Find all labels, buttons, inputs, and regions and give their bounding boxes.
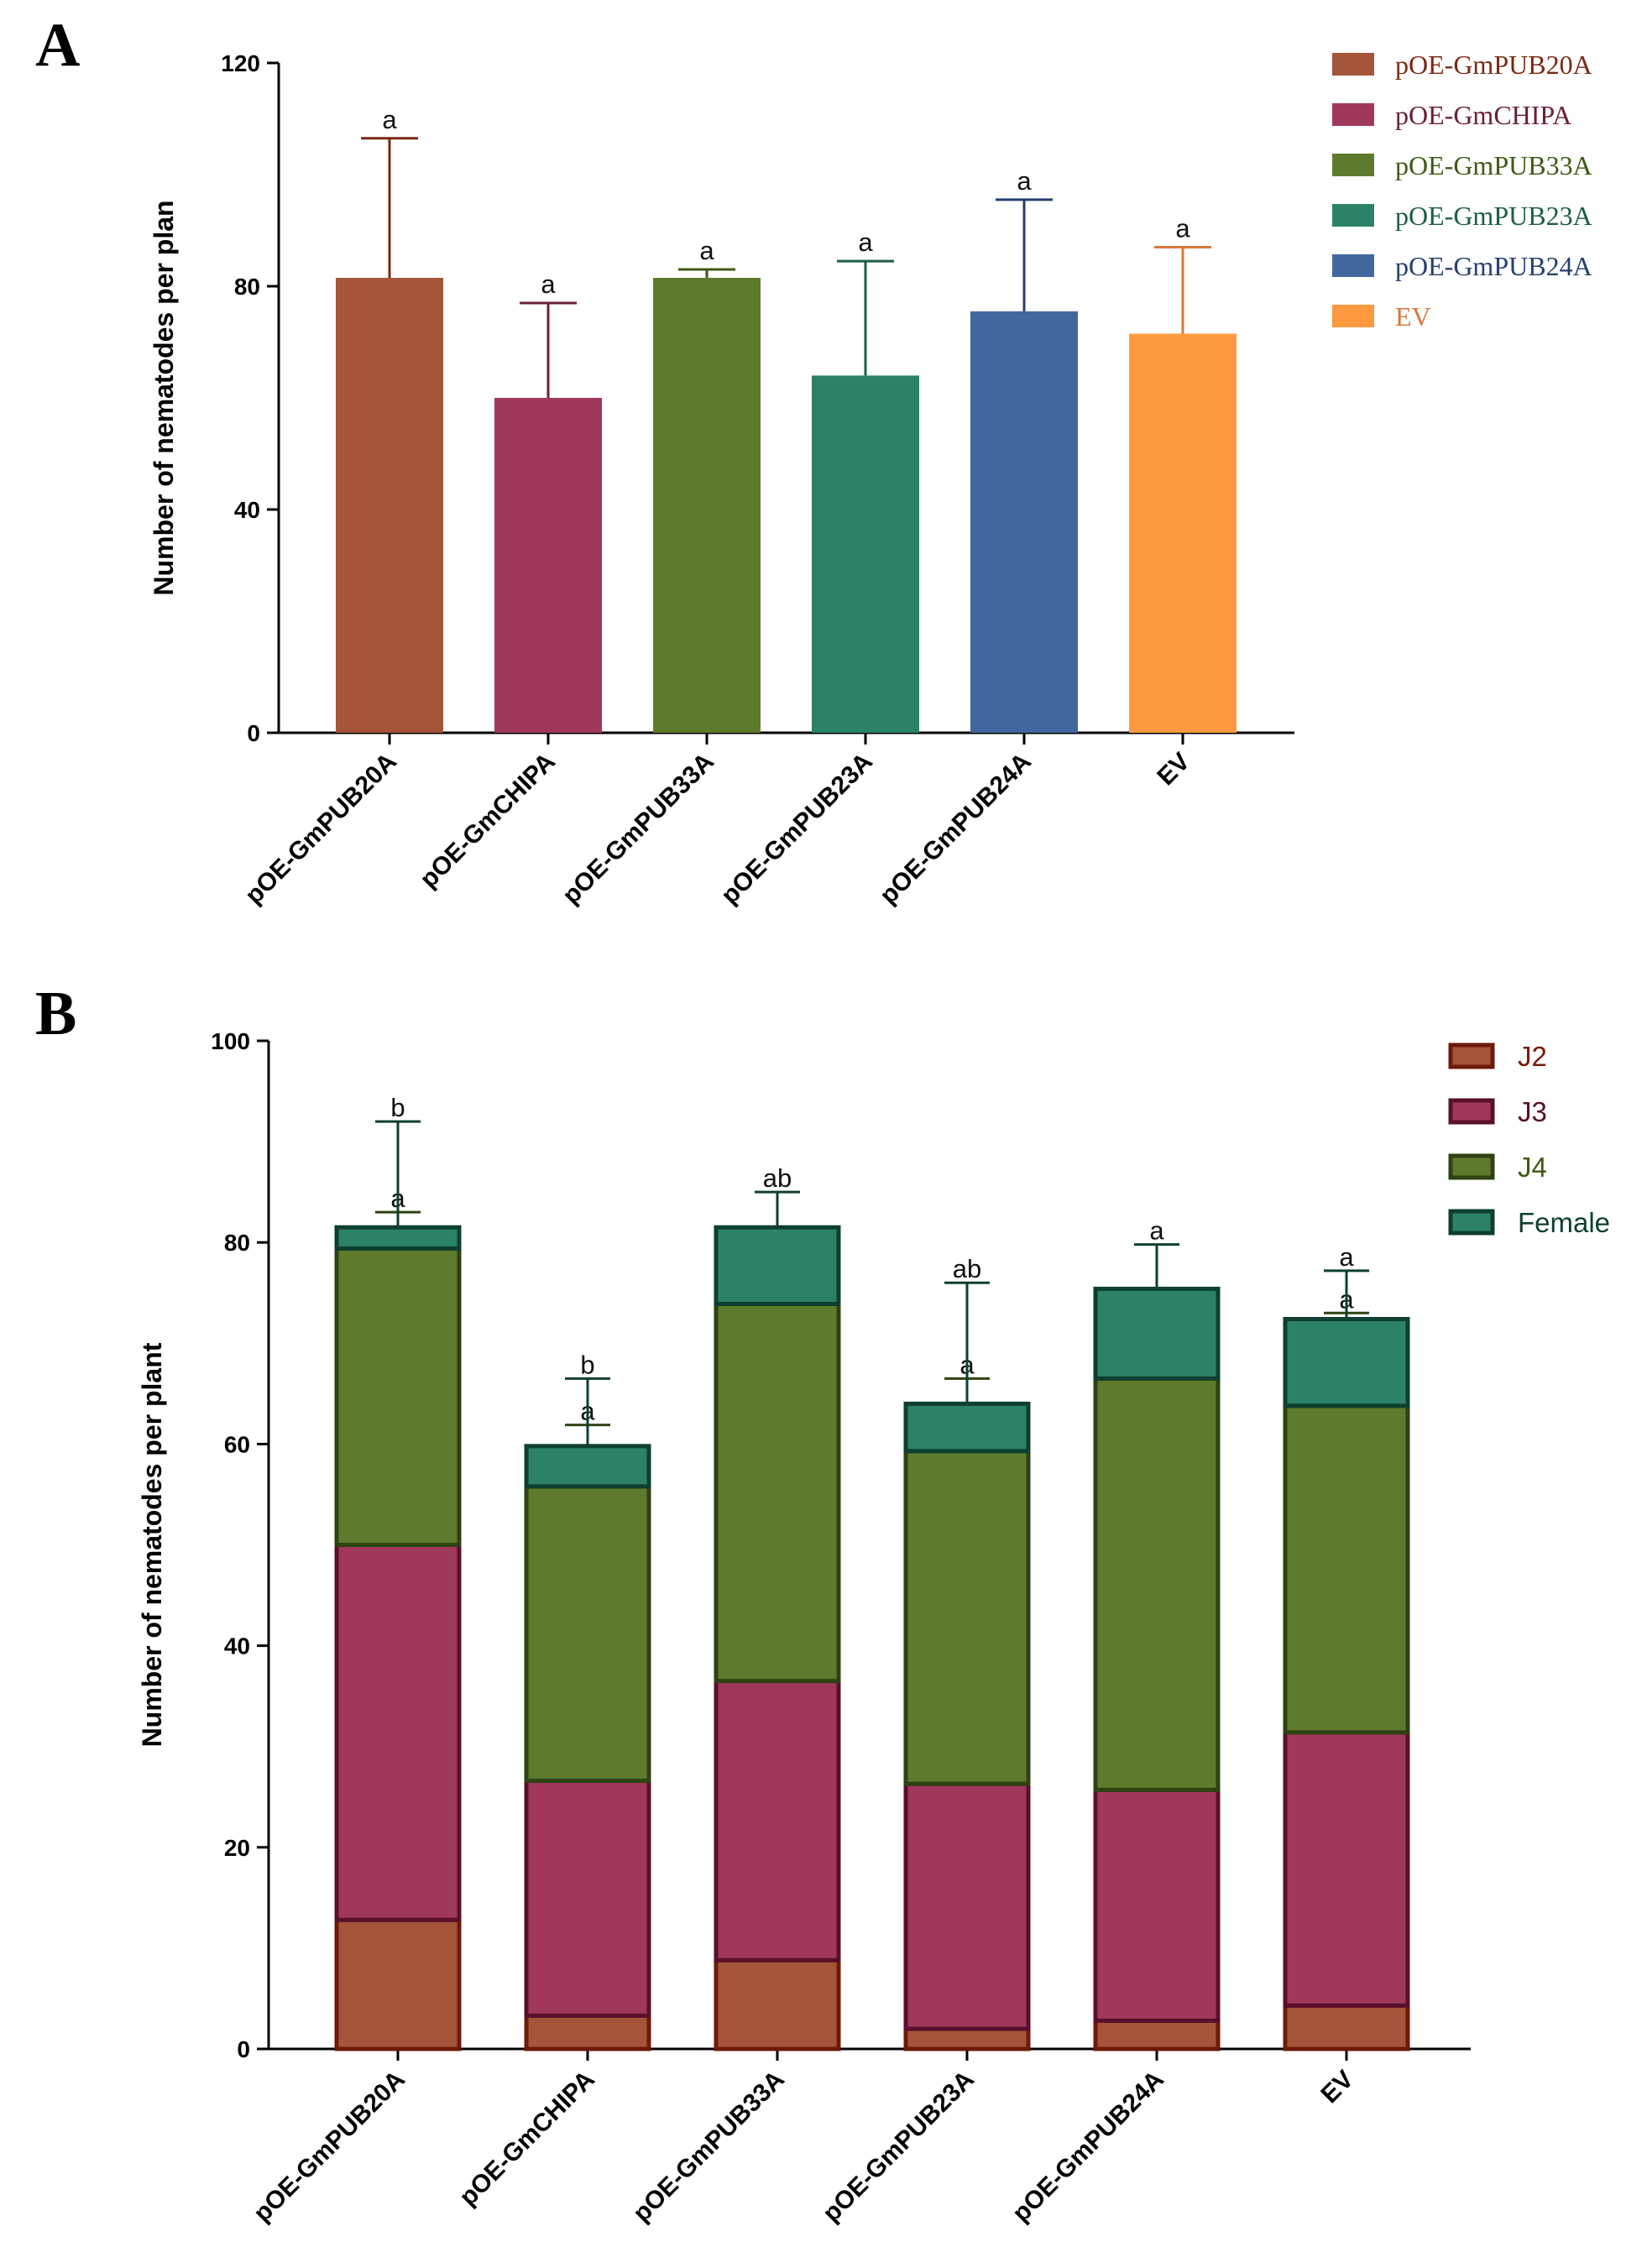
- bar-segment-j3: [334, 1543, 462, 1922]
- significance-label: a: [699, 236, 714, 265]
- bar-segment-j3: [524, 1779, 651, 2018]
- panel-a-letter: A: [35, 11, 80, 80]
- bar-segment-j4: [903, 1449, 1031, 1786]
- category-label: EV: [1152, 748, 1195, 792]
- legend-swatch: [1332, 154, 1374, 176]
- y-tick-label: 80: [234, 274, 260, 300]
- category-label: EV: [1315, 2066, 1359, 2109]
- legend-label: pOE-GmPUB23A: [1395, 201, 1592, 231]
- category-label: pOE-GmPUB33A: [557, 748, 719, 910]
- panel-b-category-labels: pOE-GmPUB20A pOE-GmCHIPA pOE-GmPUB33A pOE-G…: [248, 2066, 1359, 2228]
- bar-segment-j4: [714, 1301, 841, 1684]
- bar-segment-j3: [1093, 1787, 1221, 2023]
- bar-poe-gmpub20a: [336, 278, 443, 733]
- significance-label: ab: [763, 1163, 792, 1193]
- legend-label: pOE-GmPUB33A: [1395, 150, 1592, 180]
- bar-segment-j3: [1283, 1730, 1410, 2008]
- significance-label: a: [1339, 1242, 1354, 1272]
- significance-label: a: [1149, 1216, 1164, 1246]
- y-tick-label: 80: [224, 1230, 250, 1256]
- bar-segment-j3: [903, 1781, 1031, 2031]
- bar-poe-gmpub33a: [653, 278, 761, 733]
- bar-poe-gmpub24a: [970, 311, 1078, 733]
- significance-label: a: [541, 269, 556, 299]
- bar-segment-female: [714, 1225, 841, 1306]
- category-label: pOE-GmPUB23A: [716, 748, 878, 910]
- bar-segment-j4: [1283, 1403, 1410, 1735]
- significance-label: b: [580, 1350, 594, 1379]
- category-label: pOE-GmCHIPA: [454, 2066, 600, 2212]
- significance-label: ab: [953, 1254, 981, 1283]
- bar-segment-female: [1093, 1286, 1221, 1381]
- y-tick-label: 20: [224, 1835, 250, 1861]
- bar-segment-j2: [714, 1957, 841, 2051]
- y-tick-label: 40: [234, 497, 260, 523]
- panel-a: A Number of nematodes per plan 04080120 …: [35, 11, 1592, 910]
- category-label: pOE-GmPUB33A: [628, 2066, 790, 2228]
- bar-segment-j2: [524, 2013, 651, 2051]
- significance-label: b: [390, 1093, 405, 1122]
- legend-swatch: [1332, 53, 1374, 76]
- panel-a-bars: a a a a a a: [336, 105, 1237, 733]
- legend-swatch: [1332, 254, 1374, 277]
- legend-swatch: [1448, 1153, 1495, 1180]
- bar-poe-gmchipa: [494, 398, 602, 733]
- legend-swatch: [1448, 1043, 1495, 1069]
- bar-ev: [1129, 333, 1237, 733]
- panel-a-category-labels: pOE-GmPUB20A pOE-GmCHIPApOE-GmPUB33ApOE-G…: [240, 748, 1195, 910]
- y-tick-label: 0: [237, 2036, 250, 2062]
- legend-label: J3: [1518, 1096, 1547, 1127]
- panel-b: B Number of nematodes per plant 0 20 40 60 8…: [35, 980, 1610, 2228]
- bar-segment-female: [524, 1444, 651, 1489]
- bar-segment-j4: [334, 1246, 462, 1547]
- legend-label: J4: [1518, 1152, 1547, 1183]
- y-tick-label: 100: [211, 1028, 250, 1054]
- bar-segment-j3: [714, 1679, 841, 1962]
- legend-swatch: [1332, 305, 1374, 327]
- legend-swatch: [1332, 103, 1374, 126]
- panel-a-legend: pOE-GmPUB20A pOE-GmCHIPA pOE-GmPUB33A pOE-G…: [1332, 50, 1592, 332]
- legend-label: pOE-GmPUB20A: [1395, 50, 1592, 80]
- significance-label: a: [1175, 213, 1190, 243]
- y-tick-label: 40: [224, 1633, 250, 1659]
- category-label: pOE-GmPUB20A: [240, 748, 402, 910]
- bar-segment-j4: [1093, 1376, 1221, 1792]
- panel-b-bars: aaabbbabbbaabbbaabbbaababaa: [334, 1093, 1410, 2051]
- legend-swatch: [1448, 1209, 1495, 1236]
- bar-segment-j4: [524, 1484, 651, 1784]
- bar-segment-female: [1283, 1316, 1410, 1408]
- panel-b-legend: J2 J3 J4 Female: [1448, 1041, 1610, 1238]
- bar-segment-female: [903, 1401, 1031, 1454]
- significance-label: a: [858, 227, 873, 257]
- panel-a-axes: 0 40 80 120: [221, 50, 1294, 746]
- legend-label: EV: [1395, 301, 1431, 332]
- category-label: pOE-GmPUB23A: [818, 2066, 980, 2228]
- panel-b-axes: 0 20 40 60 80 100: [211, 1028, 1471, 2062]
- category-label: pOE-GmPUB20A: [248, 2066, 410, 2228]
- bar-poe-gmpub23a: [812, 375, 919, 733]
- category-label: pOE-GmPUB24A: [875, 748, 1037, 910]
- significance-label: a: [382, 105, 397, 134]
- bar-segment-j2: [1283, 2003, 1410, 2051]
- legend-swatch: [1448, 1098, 1495, 1125]
- panel-a-y-axis-title: Number of nematodes per plan: [149, 200, 179, 595]
- panel-b-y-axis-title: Number of nematodes per plant: [137, 1342, 167, 1747]
- legend-label: Female: [1518, 1207, 1610, 1238]
- category-label: pOE-GmCHIPA: [415, 748, 561, 894]
- category-label: pOE-GmPUB24A: [1007, 2066, 1169, 2228]
- significance-label: a: [1017, 166, 1032, 196]
- y-tick-label: 0: [247, 720, 260, 746]
- legend-label: pOE-GmPUB24A: [1395, 251, 1592, 281]
- y-tick-label: 60: [224, 1431, 250, 1457]
- legend-label: pOE-GmCHIPA: [1395, 100, 1571, 130]
- bar-segment-j2: [334, 1917, 462, 2051]
- legend-label: J2: [1518, 1041, 1547, 1072]
- bar-segment-female: [334, 1225, 462, 1251]
- panel-b-letter: B: [35, 980, 76, 1048]
- bar-segment-j2: [1093, 2018, 1221, 2051]
- y-tick-label: 120: [221, 50, 260, 76]
- legend-swatch: [1332, 204, 1374, 227]
- bar-segment-j2: [903, 2026, 1031, 2051]
